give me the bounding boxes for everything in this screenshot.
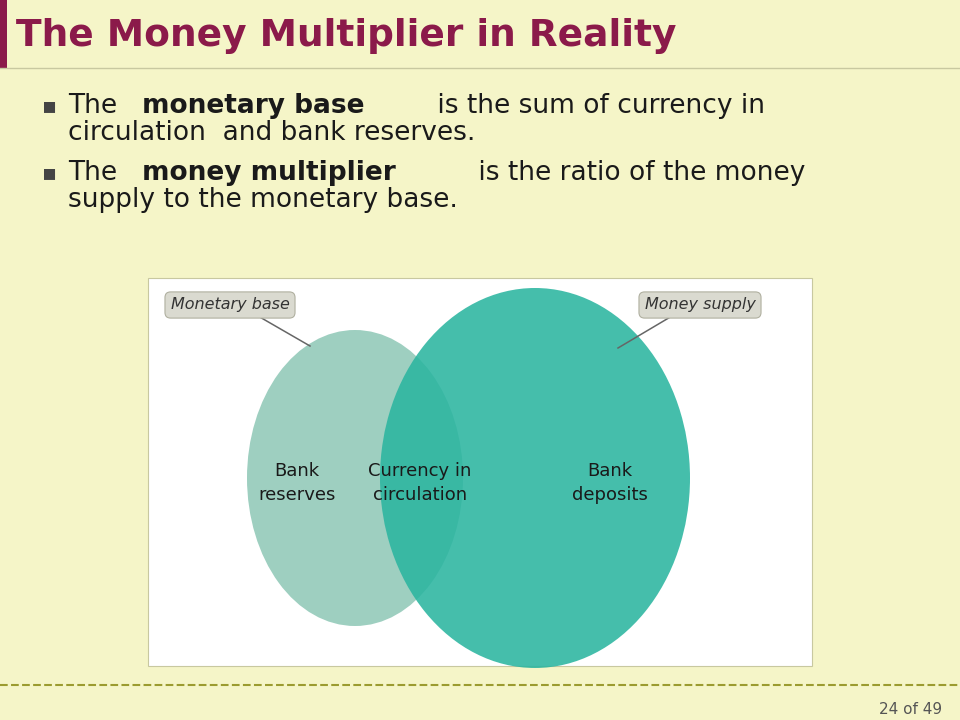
Text: monetary base: monetary base	[142, 93, 365, 119]
Bar	[148, 278, 812, 666]
Text: is the sum of currency in: is the sum of currency in	[429, 93, 765, 119]
Text: ▪: ▪	[42, 96, 58, 116]
Text: circulation  and bank reserves.: circulation and bank reserves.	[68, 120, 475, 146]
Text: Currency in
circulation: Currency in circulation	[369, 462, 471, 505]
Text: Monetary base: Monetary base	[171, 297, 289, 312]
Text: supply to the monetary base.: supply to the monetary base.	[68, 187, 458, 213]
Text: Bank
reserves: Bank reserves	[258, 462, 336, 505]
Text: money multiplier: money multiplier	[142, 160, 396, 186]
Bar	[0, 0, 7, 68]
Text: The: The	[68, 93, 126, 119]
Text: ▪: ▪	[42, 163, 58, 183]
Text: 24 of 49: 24 of 49	[878, 702, 942, 717]
Text: is the ratio of the money: is the ratio of the money	[469, 160, 805, 186]
Text: Money supply: Money supply	[644, 297, 756, 312]
Ellipse shape	[247, 330, 463, 626]
Text: Bank
deposits: Bank deposits	[572, 462, 648, 505]
Text: The Money Multiplier in Reality: The Money Multiplier in Reality	[16, 18, 677, 54]
Text: The: The	[68, 160, 126, 186]
Ellipse shape	[380, 288, 690, 668]
